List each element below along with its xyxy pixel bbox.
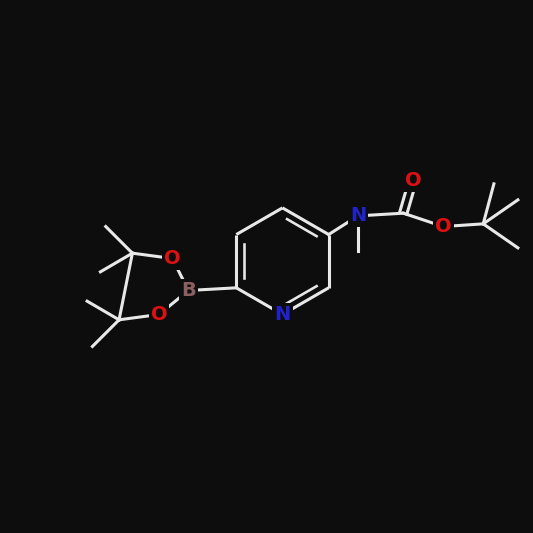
- Text: O: O: [151, 305, 167, 324]
- Text: N: N: [350, 206, 366, 225]
- Text: N: N: [274, 305, 290, 324]
- Text: O: O: [405, 171, 421, 190]
- Text: O: O: [164, 249, 181, 268]
- Text: B: B: [181, 281, 196, 300]
- Text: O: O: [435, 217, 451, 236]
